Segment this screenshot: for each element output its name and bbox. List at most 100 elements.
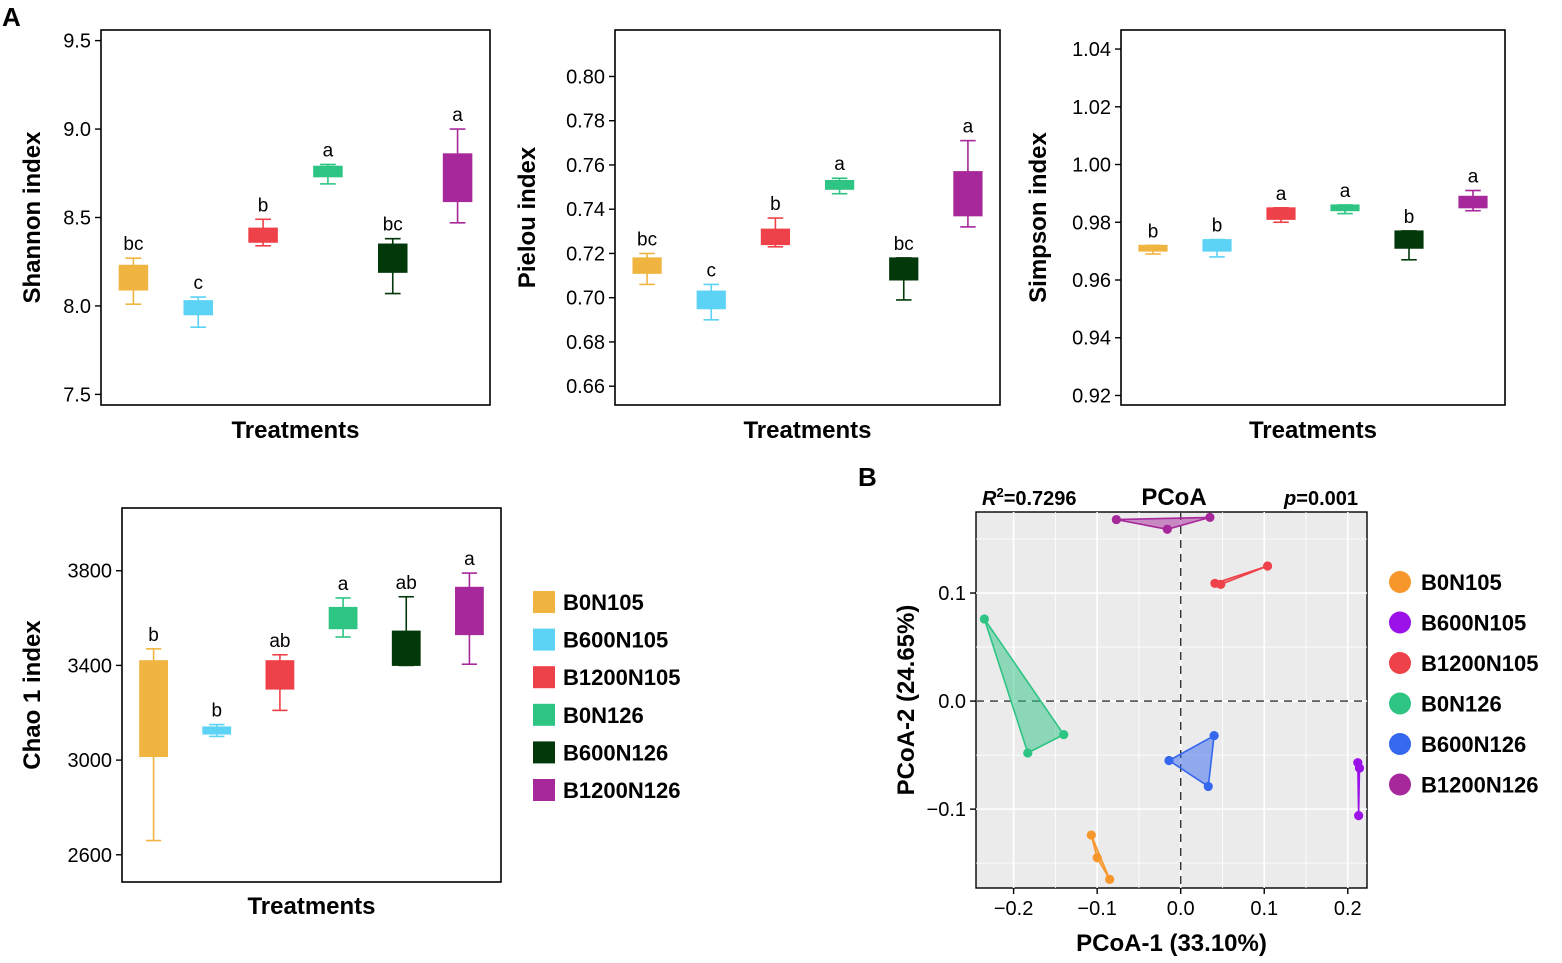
simpson-y-tick-label: 0.98 [1072,212,1111,234]
chao1-y-tick-label: 3000 [68,750,113,772]
legend-pcoa: B0N105 B600N105 B1200N105 B0N126 B600N126 B12… [1389,570,1538,798]
pcoa-group-hull [1115,516,1211,531]
legend-swatch [533,779,555,801]
pcoa-x-tick-label: −0.2 [994,898,1033,920]
simpson-y-tick-label: 1.02 [1072,97,1111,119]
panel-a-label: A [2,2,21,32]
chao1-significance-label: a [338,574,349,595]
chao1-y-axis-title: Chao 1 index [19,620,46,770]
pcoa-y-tick-label: −0.1 [927,799,966,821]
legend-marker [1389,571,1411,593]
chao1-y-tick-label: 3800 [68,561,113,583]
simpson-y-tick-label: 1.04 [1072,39,1111,61]
pielou-x-axis-title: Treatments [743,417,871,444]
pcoa-x-axis-title: PCoA-1 (33.10%) [1076,930,1267,957]
simpson-significance-label: a [1468,167,1479,188]
shannon-y-tick-label: 7.5 [63,384,91,406]
simpson-significance-label: a [1276,184,1287,205]
p-value-value: =0.001 [1296,488,1358,510]
pcoa-point [1216,579,1226,589]
pcoa-point [1059,729,1069,740]
shannon-y-tick-label: 8.0 [63,296,91,318]
pcoa-point [1164,755,1174,766]
legend-swatch [533,628,555,651]
legend-swatch [533,703,555,726]
simpson-y-tick-label: 0.96 [1072,270,1111,292]
legend-label: B0N126 [1421,692,1502,717]
legend-swatch [533,741,555,764]
legend-marker [1389,692,1411,715]
chao1-y-tick-label: 2600 [68,845,113,867]
shannon-significance-label: a [323,140,334,161]
pielou-significance-label: a [834,154,845,175]
shannon-box [248,227,278,243]
pielou-significance-label: c [707,260,717,281]
pielou-box [760,228,791,246]
pcoa-plot-background [975,511,1368,889]
pcoa-title: PCoA [1141,484,1206,511]
shannon-y-axis-title: Shannon index [19,131,46,304]
pielou-significance-label: bc [637,229,657,250]
shannon-box [442,153,473,203]
legend-swatch [533,591,555,613]
pcoa-point [1111,514,1121,525]
legend-label: B1200N126 [563,778,680,803]
pcoa-point [1354,763,1365,773]
pcoa-group-hull [983,618,1065,754]
pielou-y-tick-label: 0.66 [566,376,605,398]
legend-label: B1200N105 [1421,651,1538,676]
shannon-plot-frame [100,29,491,406]
simpson-significance-label: b [1404,207,1415,228]
simpson-y-tick-label: 0.92 [1072,385,1111,407]
pcoa-point [979,614,989,624]
simpson-significance-label: b [1212,216,1223,237]
pielou-y-tick-label: 0.72 [566,243,605,265]
shannon-y-tick-label: 9.0 [63,119,91,141]
legend-label: B0N105 [563,590,644,615]
pielou-significance-label: b [770,194,781,215]
legend-marker [1389,611,1411,634]
pcoa-point [1105,874,1115,884]
pielou-y-tick-label: 0.68 [566,332,605,354]
pielou-y-axis-title: Pielou index [514,146,541,288]
legend-label: B600N126 [563,740,668,765]
pcoa-point [1205,512,1215,523]
legend-label: B0N126 [563,703,644,728]
pcoa-x-tick-label: −0.1 [1077,898,1116,920]
simpson-y-tick-label: 1.00 [1072,155,1111,177]
legend-swatch [533,666,555,689]
legend-marker [1389,733,1411,755]
shannon-significance-label: c [194,273,204,294]
pcoa-point [1023,748,1033,758]
pcoa-point [1354,811,1364,821]
chao1-significance-label: a [464,549,475,570]
chao1-x-axis-title: Treatments [247,893,375,920]
chao1-significance-label: b [148,625,159,646]
legend-label: B1200N105 [563,665,680,690]
shannon-significance-label: b [258,195,269,216]
chao1-plot-frame [121,507,502,883]
chao1-significance-label: ab [269,631,290,652]
legend-label: B600N105 [563,628,668,653]
shannon-significance-label: bc [383,215,403,236]
pcoa-point [1092,853,1102,863]
pcoa-y-tick-label: 0.1 [938,583,966,605]
r-squared-value: =0.7296 [1004,488,1077,510]
pcoa-point [1086,830,1096,840]
simpson-y-axis-title: Simpson index [1025,132,1052,303]
pcoa-x-tick-label: 0.0 [1167,898,1195,920]
pcoa-point [1203,781,1213,792]
pcoa-x-tick-label: 0.1 [1250,898,1278,920]
shannon-y-tick-label: 9.5 [63,31,91,53]
r-squared-label: R2=0.7296 [982,485,1077,510]
chao1-significance-label: b [211,701,222,722]
r-squared-symbol: R [982,488,997,510]
p-value-label: p=0.001 [1283,488,1358,510]
chao1-y-tick-label: 3400 [68,655,113,677]
pielou-significance-label: bc [894,234,914,255]
shannon-significance-label: a [452,105,463,126]
simpson-plot-frame [1120,29,1506,406]
legend-box-plots: B0N105 B600N105 B1200N105 B0N126 B600N126 B12… [533,590,680,803]
